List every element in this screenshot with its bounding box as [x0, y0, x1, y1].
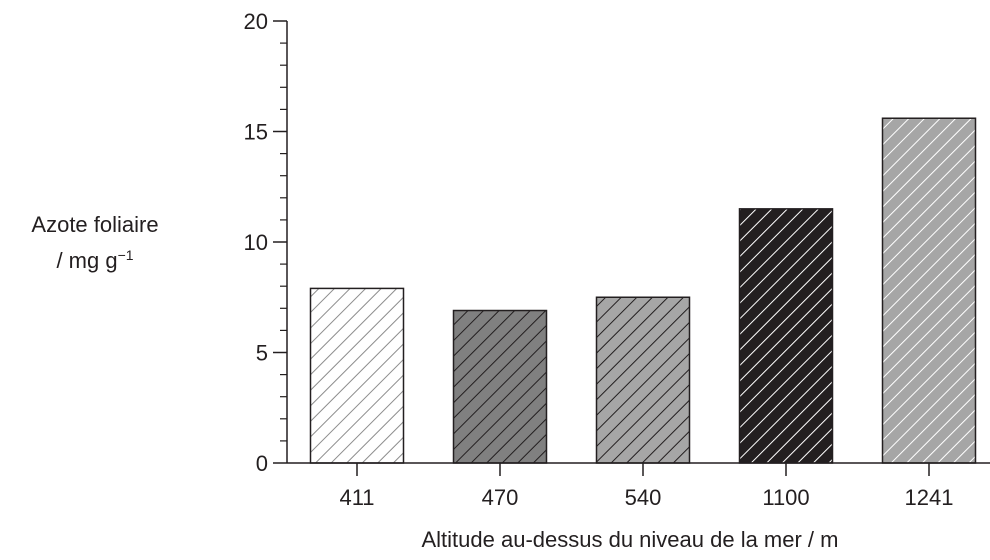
axes-layer: 0 5 10 15 20 411 470 540 1100 1241 — [244, 9, 990, 510]
y-axis-label: Azote foliaire / mg g−1 — [0, 210, 190, 276]
y-axis-label-line1: Azote foliaire — [31, 212, 159, 237]
bar-1241 — [881, 117, 977, 464]
y-tick-label: 10 — [244, 230, 268, 255]
x-tick-label: 411 — [339, 485, 374, 510]
x-tick-label: 1241 — [905, 485, 954, 510]
x-tick-label: 540 — [625, 485, 662, 510]
bar-411 — [309, 287, 405, 464]
y-tick-label: 15 — [244, 120, 268, 145]
bar-540 — [595, 296, 691, 464]
y-tick-label: 20 — [244, 9, 268, 34]
y-axis-unit: / mg g — [56, 248, 118, 273]
bars-layer — [309, 117, 977, 464]
y-tick-label: 0 — [256, 451, 268, 476]
bar-470 — [452, 309, 548, 464]
x-tick-label: 470 — [482, 485, 519, 510]
y-axis-label-line2: / mg g−1 — [0, 240, 190, 276]
x-axis-label: Altitude au-dessus du niveau de la mer /… — [421, 527, 838, 552]
bar-1100 — [738, 208, 834, 464]
x-tick-label: 1100 — [762, 485, 809, 510]
y-tick-label: 5 — [256, 341, 268, 366]
y-axis-unit-exponent: −1 — [117, 247, 134, 263]
